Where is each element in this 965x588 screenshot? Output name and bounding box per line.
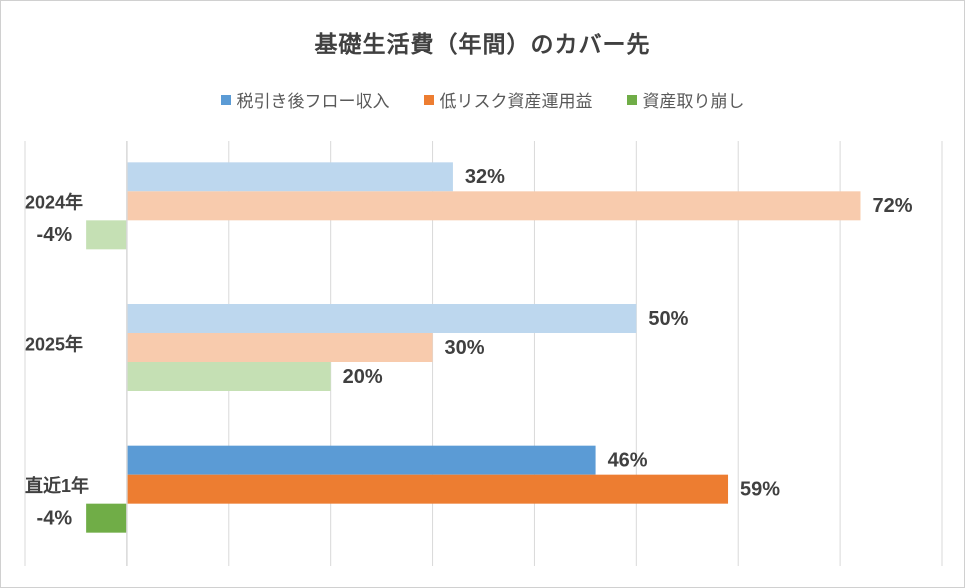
bar [126, 445, 596, 475]
data-label: 59% [740, 478, 780, 500]
legend-label-flow-income: 税引き後フロー収入 [236, 92, 390, 112]
bar [86, 220, 127, 250]
data-label: 32% [465, 166, 505, 188]
legend-swatch-asset-drawdown [626, 94, 637, 105]
legend-item-flow-income: 税引き後フロー収入 [220, 87, 390, 112]
data-label: -4% [37, 507, 73, 529]
chart-title: 基礎生活費（年間）のカバー先 [314, 32, 651, 58]
data-label: 30% [445, 337, 485, 359]
data-label: 50% [648, 308, 688, 330]
data-label: 72% [872, 195, 912, 217]
legend-item-low-risk-return: 低リスク資産運用益 [423, 87, 593, 112]
category-label: 直近1年 [25, 475, 89, 496]
data-label: 46% [608, 449, 648, 471]
bar [126, 191, 861, 221]
category-label: 2025年 [25, 333, 83, 354]
legend-label-asset-drawdown: 資産取り崩し [642, 92, 745, 112]
bar [126, 304, 637, 333]
bar [126, 474, 729, 504]
bar [126, 162, 453, 192]
legend: 税引き後フロー収入 低リスク資産運用益 資産取り崩し [1, 87, 964, 112]
bar [86, 503, 127, 533]
legend-item-asset-drawdown: 資産取り崩し [626, 87, 745, 112]
legend-swatch-low-risk-return [423, 94, 434, 105]
data-label: 20% [343, 366, 383, 388]
bar [126, 333, 433, 362]
legend-label-low-risk-return: 低リスク資産運用益 [439, 92, 593, 112]
bar [126, 362, 331, 391]
legend-swatch-flow-income [220, 94, 231, 105]
data-label: -4% [37, 224, 73, 246]
category-label: 2024年 [25, 192, 83, 213]
